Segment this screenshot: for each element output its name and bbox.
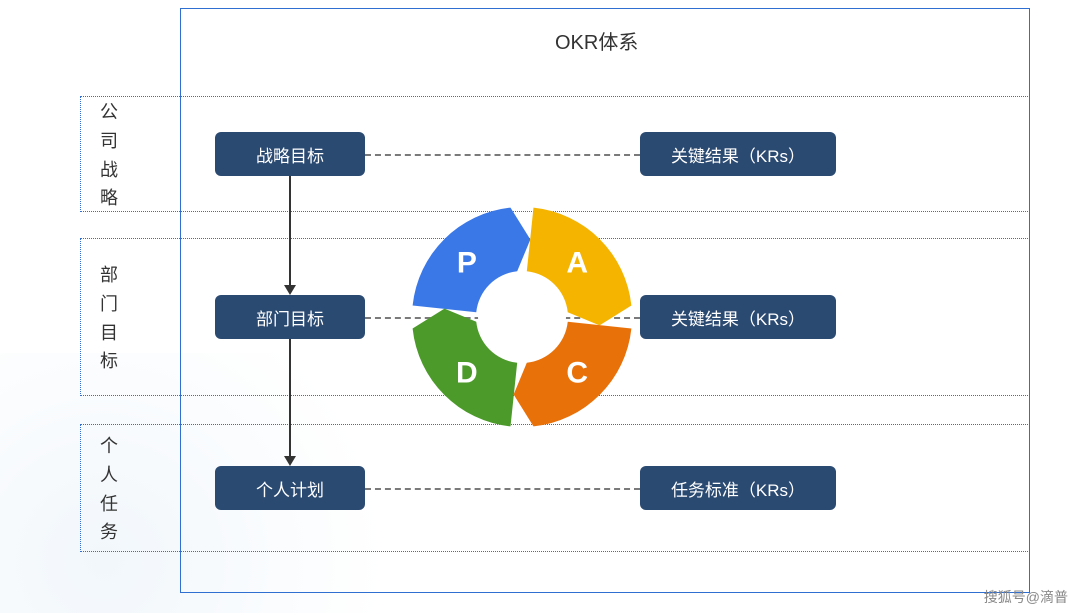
node-dept-right: 关键结果（KRs） [640,295,836,339]
row-label-personal: 个 人 任 务 [100,432,118,547]
svg-text:D: D [456,357,478,390]
node-company-left: 战略目标 [215,132,365,176]
row-label-company: 公 司 战 略 [100,98,118,213]
row-label-dept: 部 门 目 标 [100,261,118,376]
watermark-text: 搜狐号@滴普 [984,587,1068,607]
diagram-canvas: OKR体系 公 司 战 略战略目标关键结果（KRs）部 门 目 标部门目标关键结… [0,0,1080,613]
dash-company [365,154,640,156]
down-arrow-0 [284,176,296,295]
pdca-cycle: P A C D [402,197,642,437]
node-dept-left: 部门目标 [215,295,365,339]
svg-text:P: P [457,246,477,279]
svg-text:A: A [566,246,588,279]
node-personal-left: 个人计划 [215,466,365,510]
node-company-right: 关键结果（KRs） [640,132,836,176]
okr-title: OKR体系 [555,26,638,55]
svg-text:C: C [566,357,588,390]
down-arrow-1 [284,339,296,466]
dash-personal [365,488,640,490]
node-personal-right: 任务标准（KRs） [640,466,836,510]
